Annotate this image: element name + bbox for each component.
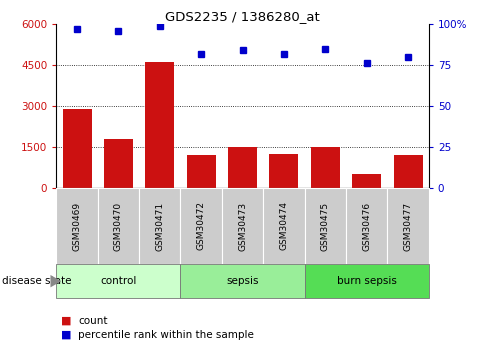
Bar <box>222 188 263 264</box>
Bar <box>63 109 92 188</box>
Text: control: control <box>100 276 137 286</box>
Bar <box>311 147 340 188</box>
Text: GSM30472: GSM30472 <box>196 201 206 250</box>
Bar <box>56 264 180 298</box>
Bar <box>180 264 305 298</box>
Text: GSM30469: GSM30469 <box>73 201 81 250</box>
Bar <box>104 139 133 188</box>
Text: percentile rank within the sample: percentile rank within the sample <box>78 330 254 339</box>
Bar <box>346 188 388 264</box>
Bar <box>305 188 346 264</box>
Title: GDS2235 / 1386280_at: GDS2235 / 1386280_at <box>165 10 320 23</box>
Text: GSM30476: GSM30476 <box>362 201 371 250</box>
Text: GSM30477: GSM30477 <box>404 201 413 250</box>
Bar <box>228 147 257 188</box>
Text: count: count <box>78 316 108 326</box>
Text: ■: ■ <box>61 316 72 326</box>
Bar <box>187 155 216 188</box>
Text: GSM30471: GSM30471 <box>155 201 164 250</box>
Text: GSM30470: GSM30470 <box>114 201 123 250</box>
Bar <box>98 188 139 264</box>
Bar <box>352 174 381 188</box>
Bar <box>146 62 174 188</box>
Bar <box>180 188 222 264</box>
Bar <box>305 264 429 298</box>
Text: sepsis: sepsis <box>226 276 259 286</box>
Text: GSM30475: GSM30475 <box>321 201 330 250</box>
Text: burn sepsis: burn sepsis <box>337 276 396 286</box>
Bar <box>393 155 422 188</box>
Bar <box>139 188 180 264</box>
Text: ■: ■ <box>61 330 72 339</box>
Text: disease state: disease state <box>2 276 72 286</box>
Bar <box>263 188 305 264</box>
Bar <box>270 154 298 188</box>
Bar <box>56 188 98 264</box>
Bar <box>388 188 429 264</box>
Text: GSM30474: GSM30474 <box>279 201 289 250</box>
Text: GSM30473: GSM30473 <box>238 201 247 250</box>
